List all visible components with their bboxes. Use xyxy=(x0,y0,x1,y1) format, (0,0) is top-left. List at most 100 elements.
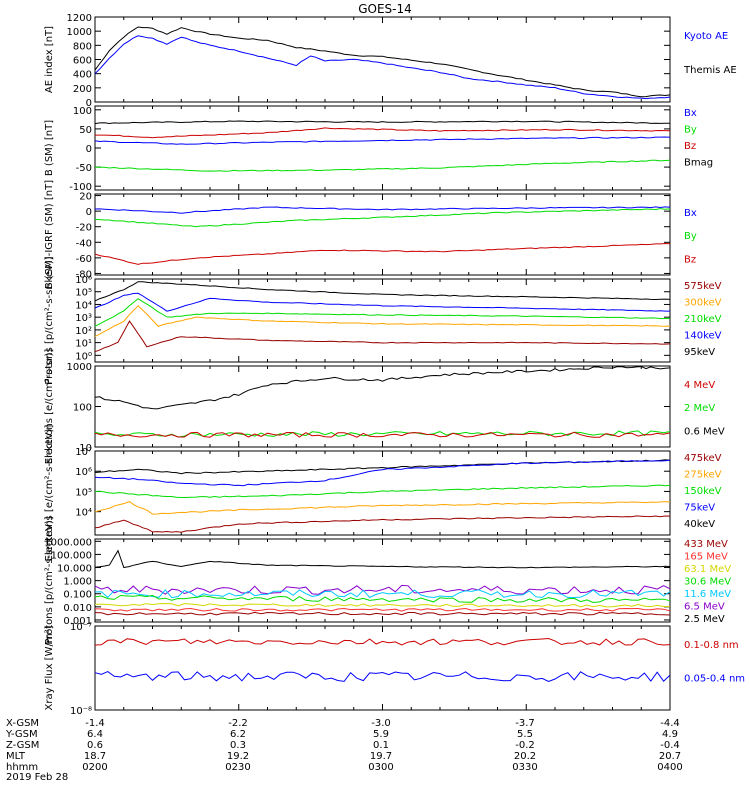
legend-entry: 6.5 MeV xyxy=(684,602,725,613)
y-tick-label: 10⁷ xyxy=(75,447,92,458)
y-tick-label: 1000 xyxy=(67,362,92,373)
y-tick-label: 10⁴ xyxy=(75,508,92,519)
legend-entry: 30.6 MeV xyxy=(684,577,731,588)
legend-entry: 4 MeV xyxy=(684,380,715,391)
panel-frame xyxy=(94,105,671,191)
panel-frame xyxy=(94,450,671,536)
y-axis-label: AE index [nT] xyxy=(44,26,55,93)
legend-entry: 2.5 MeV xyxy=(684,614,725,625)
y-tick-label: 10⁶ xyxy=(75,275,92,286)
series-line xyxy=(94,242,671,265)
y-axis-label: Xray Flux [W/m²] xyxy=(44,625,55,710)
x-row-label: X-GSM xyxy=(6,718,39,729)
legend-entry: 0.1-0.8 nm xyxy=(684,640,739,651)
y-axis-label: Protons [p/(cm²-s-sr-keV)] xyxy=(44,516,55,644)
y-tick-label: -80 xyxy=(76,269,92,280)
x-row-value: 0200 xyxy=(82,762,107,773)
x-row-value: -0.2 xyxy=(515,740,535,751)
legend-entry: 165 MeV xyxy=(684,552,728,563)
series-line xyxy=(94,206,671,214)
series-line xyxy=(94,637,671,646)
series-line xyxy=(95,127,671,139)
y-tick-label: 1200 xyxy=(67,13,92,24)
x-row-value: -4.4 xyxy=(660,718,680,729)
y-tick-label: 100.000 xyxy=(51,550,92,561)
y-axis-label: B (SM) [nT] xyxy=(44,120,55,176)
x-row-value: -2.2 xyxy=(228,718,248,729)
series-line xyxy=(94,366,671,410)
legend-entry: 63.1 MeV xyxy=(684,564,731,575)
x-row-value: 0330 xyxy=(512,762,537,773)
legend-entry: 300keV xyxy=(684,298,722,309)
series-line xyxy=(94,431,671,438)
y-tick-label: 0.100 xyxy=(63,590,92,601)
y-tick-label: 10.000 xyxy=(57,564,92,575)
panel-frame xyxy=(94,365,671,448)
y-tick-label: 200 xyxy=(73,84,92,95)
x-row-label: MLT xyxy=(6,751,26,762)
legend-entry: 575keV xyxy=(684,281,722,292)
series-line xyxy=(94,484,671,498)
legend-entry: 40keV xyxy=(684,519,715,530)
y-tick-label: -60 xyxy=(76,254,92,265)
series-line xyxy=(94,281,671,302)
series-line xyxy=(94,607,671,612)
y-tick-label: -40 xyxy=(76,238,92,249)
x-row-value: 5.5 xyxy=(517,729,533,740)
series-line xyxy=(94,298,671,327)
y-tick-label: 10³ xyxy=(75,313,92,324)
series-line xyxy=(94,208,671,228)
series-line xyxy=(94,611,671,616)
series-line xyxy=(94,501,671,515)
x-row-value: 6.4 xyxy=(87,729,103,740)
y-tick-label: 0.010 xyxy=(63,603,92,614)
series-line xyxy=(94,136,671,145)
legend-entry: 140keV xyxy=(684,331,722,342)
series-line xyxy=(94,549,671,569)
x-row-label: Y-GSM xyxy=(5,729,38,740)
y-tick-label: 800 xyxy=(73,41,92,52)
legend-entry: By xyxy=(684,125,697,136)
x-row-value: -1.4 xyxy=(85,718,105,729)
legend-entry: 150keV xyxy=(684,486,722,497)
legend-entry: 275keV xyxy=(684,470,722,481)
x-row-label: hhmm xyxy=(6,762,38,773)
series-line xyxy=(94,159,671,172)
series-line xyxy=(94,584,671,595)
x-row-value: -0.4 xyxy=(660,740,680,751)
x-row-value: 20.7 xyxy=(659,751,681,762)
x-row-value: 20.2 xyxy=(514,751,536,762)
legend-entry: Bz xyxy=(684,254,696,265)
y-tick-label: 0.001 xyxy=(63,616,92,627)
y-tick-label: 10⁶ xyxy=(75,467,92,478)
y-tick-label: 0 xyxy=(86,98,92,109)
y-tick-label: 1.000 xyxy=(63,577,92,588)
x-row-value: -3.0 xyxy=(371,718,391,729)
legend-entry: By xyxy=(684,231,697,242)
series-line xyxy=(94,292,670,312)
legend-entry: Bx xyxy=(684,208,697,219)
y-tick-label: -100 xyxy=(69,182,92,193)
legend-entry: 95keV xyxy=(684,347,715,358)
legend-entry: 75keV xyxy=(684,503,715,514)
legend-entry: Bx xyxy=(684,108,697,119)
y-tick-label: 10 xyxy=(79,443,92,454)
series-line xyxy=(94,671,671,683)
series-line xyxy=(94,594,671,604)
y-tick-label: 1000 xyxy=(67,27,92,38)
y-tick-label: 10⁵ xyxy=(75,487,92,498)
x-row-value: 0.3 xyxy=(230,740,246,751)
legend-entry: 2 MeV xyxy=(684,403,715,414)
x-row-value: 19.7 xyxy=(370,751,392,762)
x-row-value: 5.9 xyxy=(373,729,389,740)
y-tick-label: 0 xyxy=(86,207,92,218)
y-tick-label: 0 xyxy=(86,144,92,155)
x-axis-table: X-GSM -1.4 -2.2 -3.0 -3.7 -4.4 Y-GSM 6.4 6.2 5.9 5… xyxy=(5,718,683,783)
panel-frame xyxy=(94,193,671,276)
y-axis-label: B (SM)-IGRF (SM) [nT] xyxy=(44,180,55,289)
series-line xyxy=(94,459,671,487)
legend-entry: 0.6 MeV xyxy=(684,426,725,437)
series-line xyxy=(94,602,671,608)
series-line xyxy=(94,305,671,337)
